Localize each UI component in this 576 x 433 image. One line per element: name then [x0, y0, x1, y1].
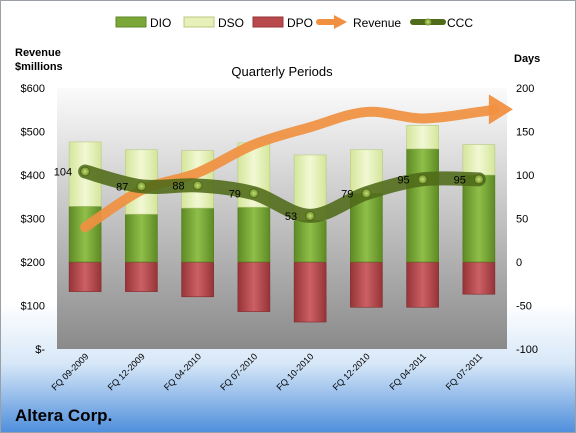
category-label: FQ 12-2009: [106, 351, 147, 392]
legend-label-dio: DIO: [150, 16, 171, 30]
dso-bar: [406, 125, 439, 150]
ccc-data-label: 79: [229, 188, 241, 200]
dio-bar: [293, 219, 327, 263]
ccc-data-label: 79: [341, 188, 353, 200]
dpo-bar: [293, 261, 327, 323]
legend-swatch-dpo: [252, 16, 284, 28]
ccc-data-label: 87: [116, 181, 128, 193]
dpo-bar: [406, 261, 439, 308]
ccc-series: 104 87 88 79 53 79 95 95: [54, 164, 486, 223]
category-label: FQ 09-2009: [50, 351, 91, 392]
legend-label-revenue: Revenue: [353, 16, 401, 30]
ccc-point: [417, 174, 428, 185]
right-tick-label: 50: [516, 214, 528, 226]
legend-swatch-revenue: [316, 15, 347, 29]
right-axis-title: Days: [514, 53, 540, 65]
dpo-bar: [462, 261, 496, 295]
dpo-bar: [237, 261, 271, 312]
dio-bar: [237, 206, 271, 263]
legend-label-dpo: DPO: [287, 16, 313, 30]
ccc-point: [474, 174, 484, 185]
ccc-data-label: 95: [454, 174, 466, 186]
ccc-data-label: 53: [285, 211, 297, 223]
right-axis: -100 -50 0 50 100 150 200: [516, 83, 538, 356]
right-tick-label: 0: [516, 257, 522, 269]
dpo-bar: [125, 261, 158, 292]
ccc-point: [305, 211, 315, 221]
left-tick-label: $200: [21, 257, 45, 269]
left-axis-title-line1: Revenue: [15, 47, 61, 59]
left-tick-label: $400: [21, 170, 45, 182]
category-label: FQ 10-2010: [275, 351, 316, 392]
ccc-data-label: 88: [172, 180, 184, 192]
ccc-data-label: 95: [397, 174, 409, 186]
dpo-bar: [350, 261, 383, 308]
left-tick-label: $300: [21, 214, 45, 226]
category-label: FQ 07-2010: [218, 351, 259, 392]
category-label: FQ 07-2011: [444, 351, 485, 392]
left-tick-label: $600: [21, 83, 45, 95]
right-tick-label: 150: [516, 127, 534, 139]
left-tick-label: $100: [21, 301, 45, 313]
right-tick-label: -100: [516, 344, 538, 356]
legend: DIO DSO DPO Revenue CCC: [115, 15, 473, 30]
plot-area: [57, 88, 507, 349]
dio-bar: [462, 174, 496, 263]
dso-bar: [462, 144, 496, 176]
dio-bar: [406, 148, 439, 263]
ccc-point: [361, 188, 372, 199]
revenue-arrowhead: [488, 94, 513, 125]
chart-title: Quarterly Periods: [231, 64, 333, 79]
category-axis: FQ 09-2009 FQ 12-2009 FQ 04-2010 FQ 07-2010…: [50, 351, 485, 392]
category-label: FQ 04-2011: [387, 351, 428, 392]
dio-bar: [181, 207, 214, 263]
legend-swatch-dso: [183, 16, 215, 28]
legend-swatch-ccc: [410, 18, 446, 26]
legend-label-ccc: CCC: [447, 16, 473, 30]
left-axis: $- $100 $200 $300 $400 $500 $600: [21, 83, 46, 356]
left-tick-label: $-: [35, 344, 45, 356]
legend-swatch-dio: [115, 16, 147, 28]
category-label: FQ 12-2010: [331, 351, 372, 392]
legend-label-dso: DSO: [218, 16, 244, 30]
dio-bar: [125, 213, 158, 263]
ccc-point: [80, 166, 90, 177]
left-tick-label: $500: [21, 127, 45, 139]
company-name: Altera Corp.: [15, 406, 113, 425]
right-tick-label: 200: [516, 83, 534, 95]
ccc-point: [192, 180, 203, 191]
dpo-bar: [68, 261, 102, 292]
category-label: FQ 04-2010: [162, 351, 203, 392]
dpo-bar: [181, 261, 214, 298]
left-axis-title-line2: $millions: [15, 61, 63, 73]
right-tick-label: 100: [516, 170, 534, 182]
ccc-point: [249, 188, 259, 199]
ccc-point: [136, 181, 147, 192]
ccc-data-label: 104: [54, 167, 72, 179]
right-tick-label: -50: [516, 301, 532, 313]
